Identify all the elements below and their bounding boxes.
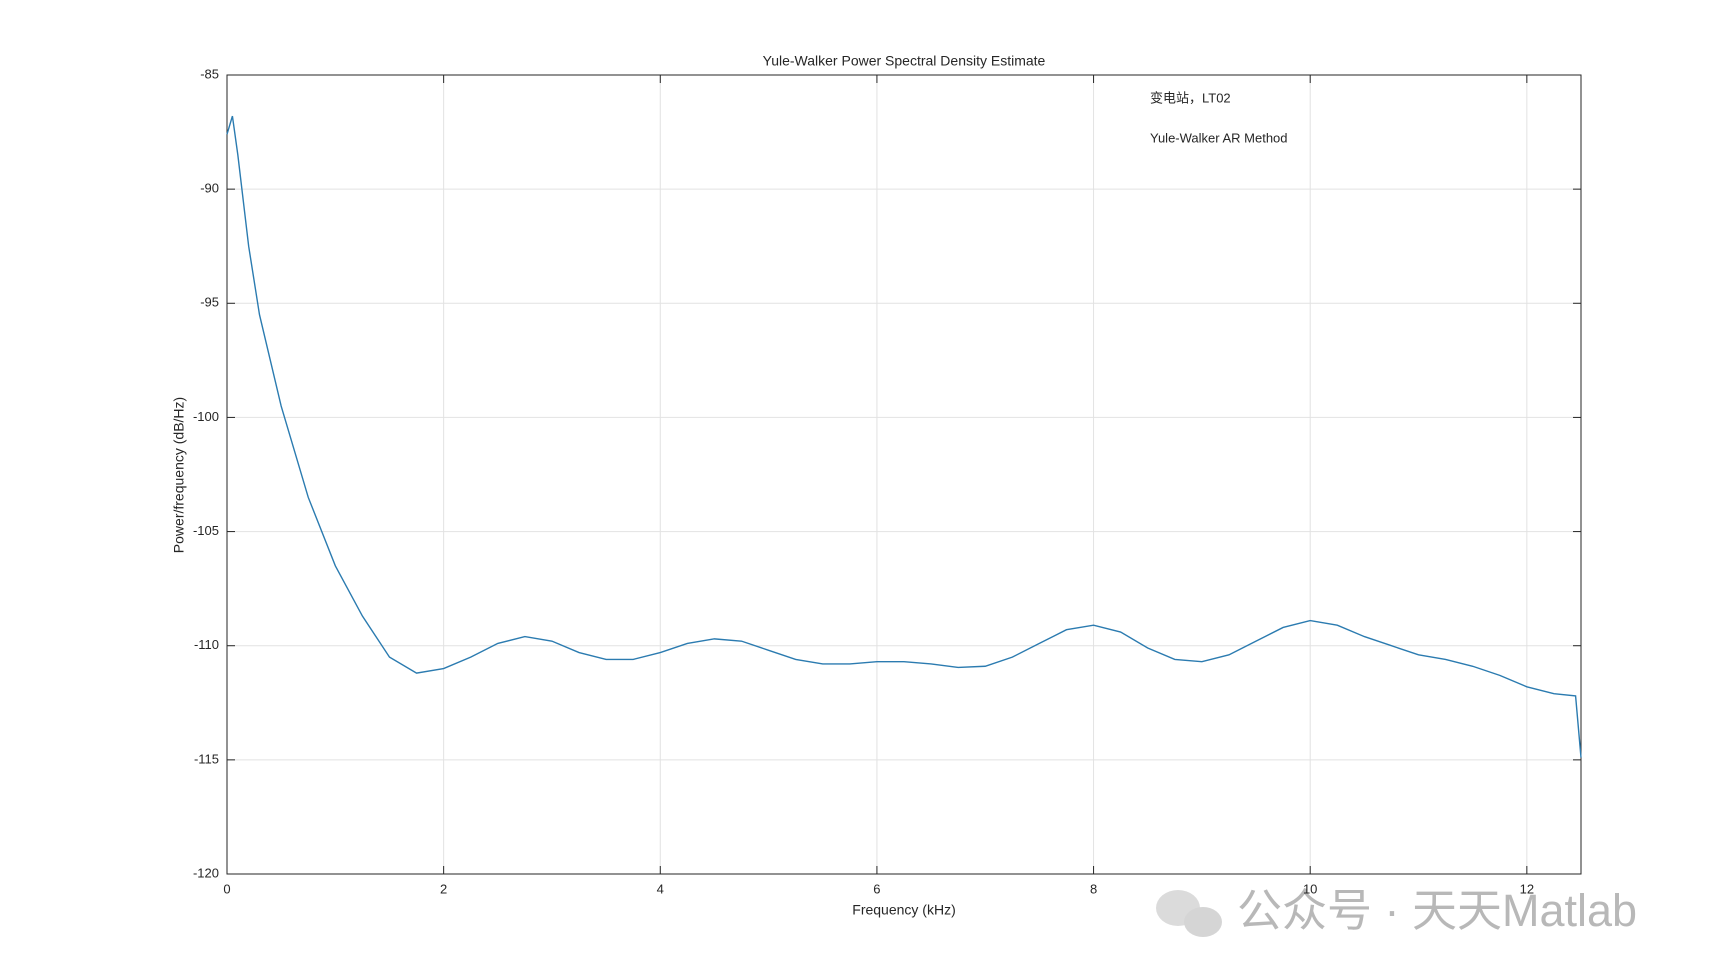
- y-tick-label: -115: [194, 751, 219, 766]
- x-tick-label: 2: [440, 881, 447, 896]
- x-tick-label: 10: [1303, 881, 1317, 896]
- y-tick-label: -120: [193, 865, 219, 880]
- watermark-icon: [1156, 890, 1222, 937]
- x-tick-label: 0: [223, 881, 230, 896]
- y-tick-label: -95: [200, 295, 219, 310]
- y-tick-label: -85: [200, 66, 219, 81]
- y-tick-label: -110: [194, 637, 219, 652]
- annotation: Yule-Walker AR Method: [1150, 130, 1288, 145]
- y-tick-label: -90: [200, 181, 219, 196]
- line-series: [226, 115, 1582, 758]
- x-tick-label: 8: [1090, 881, 1097, 896]
- x-tick-label: 6: [873, 881, 880, 896]
- chart-title: Yule-Walker Power Spectral Density Estim…: [763, 53, 1046, 69]
- x-tick-label: 12: [1520, 881, 1534, 896]
- plot-frame: [226, 74, 1582, 875]
- watermark: 公众号 · 天天Matlab: [1237, 885, 1637, 936]
- x-tick-label: 4: [657, 881, 664, 896]
- y-tick-label: -100: [193, 409, 219, 424]
- annotation: 变电站，LT02: [1150, 90, 1231, 105]
- x-axis-label: Frequency (kHz): [852, 902, 955, 918]
- y-axis-label: Power/frequency (dB/Hz): [171, 397, 187, 553]
- y-tick-label: -105: [193, 523, 219, 538]
